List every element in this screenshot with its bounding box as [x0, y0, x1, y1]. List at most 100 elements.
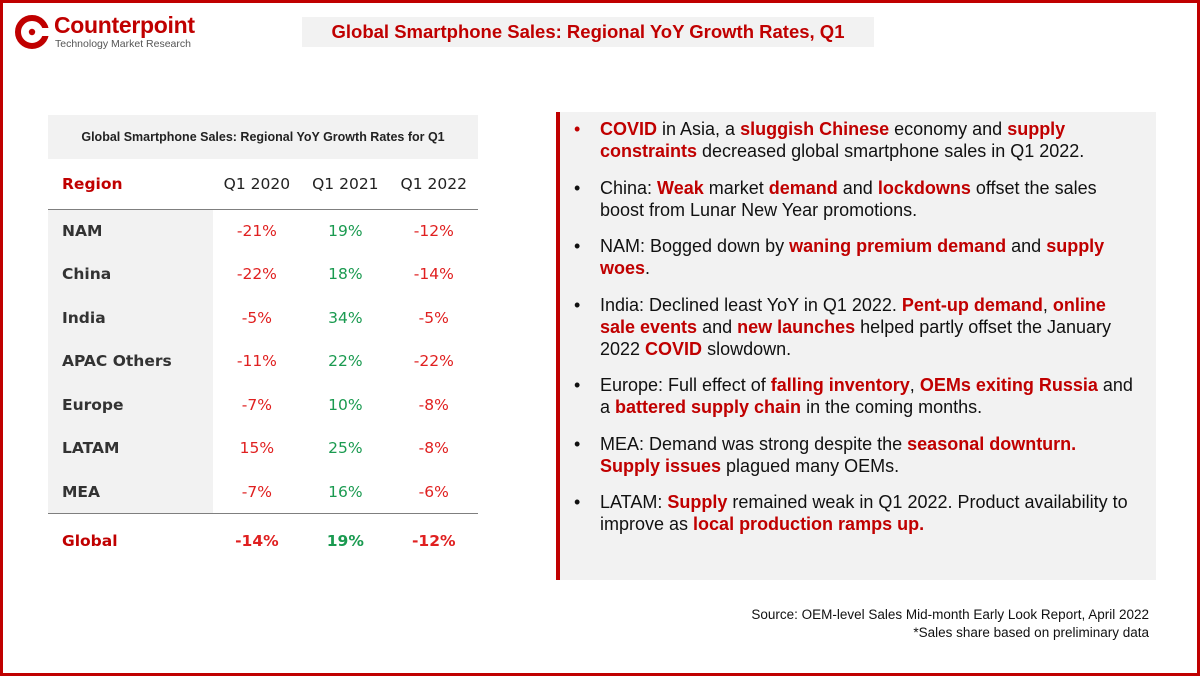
table-caption: Global Smartphone Sales: Regional YoY Gr… [48, 115, 478, 159]
value-cell: -21% [212, 209, 302, 253]
body-text: helped partly offset the January 2022 [600, 316, 1112, 359]
body-text: and [1006, 236, 1047, 256]
value-cell: -7% [212, 383, 302, 427]
body-text: China: [600, 177, 658, 198]
highlight-text: lockdowns [877, 177, 971, 198]
value-cell: -22% [212, 252, 302, 296]
region-cell: MEA [48, 470, 213, 514]
value-cell: 25% [301, 426, 390, 470]
body-text: offset the sales boost from Lunar New Ye… [600, 177, 1097, 220]
table-row: LATAM 15% 25% -8% [48, 426, 478, 470]
highlight-text: sluggish Chinese [740, 119, 890, 139]
body-text: LATAM: [600, 492, 668, 512]
bullet-marker: • [574, 294, 581, 315]
value-cell: -8% [389, 383, 478, 427]
counterpoint-logo: Counterpoint Technology Market Research [14, 12, 195, 52]
value-cell: 10% [301, 383, 390, 427]
counterpoint-logo-icon [15, 15, 50, 49]
value-cell: -22% [389, 339, 478, 383]
key-insights-panel: • COVID in Asia, a sluggish Chinese econo… [556, 112, 1156, 580]
logo-name: Counterpoint [54, 12, 195, 38]
global-value-cell: 19% [301, 513, 390, 569]
highlight-text: OEMs exiting Russia [919, 375, 1098, 395]
body-text: and a [600, 375, 1133, 417]
highlight-text: demand [768, 177, 838, 198]
logo-tagline: Technology Market Research [55, 38, 191, 50]
body-text: and [837, 177, 878, 198]
highlight-text: online sale events [600, 294, 1106, 337]
column-header-q1-2020: Q1 2020 [212, 159, 302, 210]
body-text: , [909, 375, 920, 395]
insight-bullet-mea: • MEA: Demand was strong despite the seas… [574, 433, 1138, 477]
value-cell: -7% [212, 470, 302, 514]
value-cell: 16% [301, 470, 390, 514]
bullet-marker: • [574, 177, 581, 198]
body-text: Europe: Full effect of [600, 375, 771, 395]
value-cell: 18% [301, 252, 390, 296]
body-text: MEA: Demand was strong despite the [600, 433, 908, 454]
footnote-line: *Sales share based on preliminary data [913, 625, 1149, 640]
value-cell: -6% [389, 470, 478, 514]
source-line: Source: OEM-level Sales Mid-month Early … [751, 607, 1149, 622]
highlight-text: supply constraints [600, 119, 1066, 161]
source-note: Source: OEM-level Sales Mid-month Early … [751, 606, 1149, 642]
table-row: APAC Others -11% 22% -22% [48, 339, 478, 383]
table-row: China -22% 18% -14% [48, 252, 478, 296]
highlight-text: COVID [645, 338, 703, 359]
insight-bullet-india: • India: Declined least YoY in Q1 2022. P… [574, 294, 1138, 360]
bullet-marker: • [574, 375, 581, 395]
table-row: NAM -21% 19% -12% [48, 209, 478, 253]
body-text: plagued many OEMs. [721, 455, 900, 476]
insight-bullet-nam: • NAM: Bogged down by waning premium dema… [574, 235, 1138, 279]
column-header-q1-2022: Q1 2022 [389, 159, 478, 210]
value-cell: -8% [389, 426, 478, 470]
column-header-region: Region [48, 159, 213, 210]
value-cell: 15% [212, 426, 302, 470]
bullet-marker: • [574, 433, 581, 454]
highlight-text: Supply [667, 492, 728, 512]
highlight-text: Pent-up demand [901, 294, 1043, 315]
global-value-cell: -14% [212, 513, 302, 569]
value-cell: -5% [212, 296, 302, 340]
column-header-q1-2021: Q1 2021 [301, 159, 390, 210]
global-total-row: Global -14% 19% -12% [48, 513, 478, 569]
highlight-text: supply woes [600, 236, 1105, 278]
body-text: economy and [889, 119, 1008, 139]
insight-bullet-europe: • Europe: Full effect of falling inventor… [574, 374, 1138, 418]
table-row: MEA -7% 16% -6% [48, 470, 478, 514]
insight-bullet-china: • China: Weak market demand and lockdowns… [574, 177, 1138, 221]
body-text: , [1042, 294, 1053, 315]
body-text: India: Declined least YoY in Q1 2022. [600, 294, 902, 315]
region-cell: NAM [48, 209, 213, 253]
page-title: Global Smartphone Sales: Regional YoY Gr… [302, 17, 874, 47]
body-text: in the coming months. [801, 397, 983, 417]
bullet-marker: • [574, 492, 581, 512]
value-cell: 22% [301, 339, 390, 383]
value-cell: -5% [389, 296, 478, 340]
highlight-text: COVID [600, 119, 658, 139]
table-row: Europe -7% 10% -8% [48, 383, 478, 427]
value-cell: 19% [301, 209, 390, 253]
insight-bullet-covid: • COVID in Asia, a sluggish Chinese econo… [574, 118, 1138, 162]
growth-table: Region Q1 2020 Q1 2021 Q1 2022 NAM -21% … [48, 159, 478, 569]
highlight-text: local production ramps up. [693, 514, 925, 534]
highlight-text: battered supply chain [615, 397, 802, 417]
insight-bullet-latam: • LATAM: Supply remained weak in Q1 2022.… [574, 491, 1138, 535]
bullet-marker: • [574, 119, 581, 139]
highlight-text: seasonal downturn. [907, 433, 1077, 454]
highlight-text: Weak [657, 177, 704, 198]
global-value-cell: -12% [389, 513, 478, 569]
value-cell: -11% [212, 339, 302, 383]
value-cell: 34% [301, 296, 390, 340]
region-cell: LATAM [48, 426, 213, 470]
body-text: NAM: Bogged down by [600, 236, 790, 256]
value-cell: -12% [389, 209, 478, 253]
value-cell: -14% [389, 252, 478, 296]
region-cell: India [48, 296, 213, 340]
table-row: India -5% 34% -5% [48, 296, 478, 340]
body-text: slowdown. [702, 338, 792, 359]
table-header-row: Region Q1 2020 Q1 2021 Q1 2022 [48, 159, 478, 210]
region-cell: APAC Others [48, 339, 213, 383]
region-cell: Europe [48, 383, 213, 427]
body-text: in Asia, a [657, 119, 741, 139]
